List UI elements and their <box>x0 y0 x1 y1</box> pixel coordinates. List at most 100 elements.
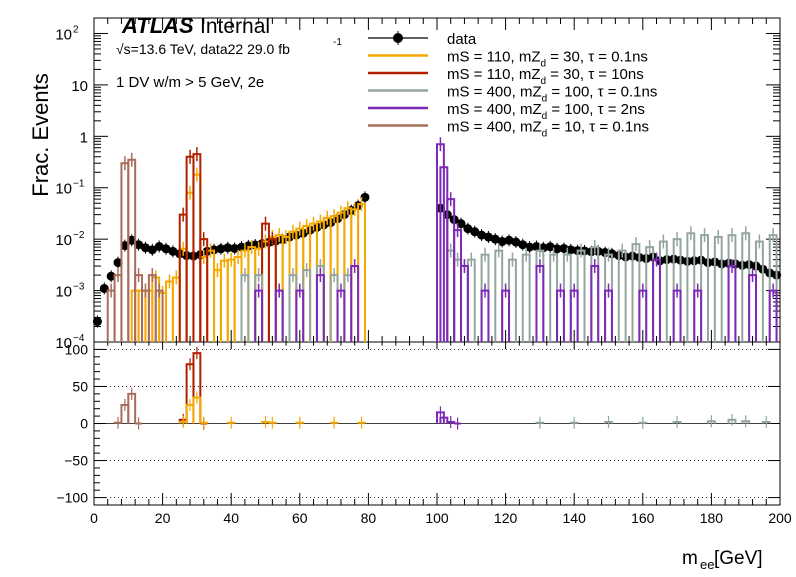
step-bin <box>165 280 174 342</box>
step-bin <box>748 274 757 342</box>
ratio-layer <box>113 347 771 430</box>
legend-label: mS = 400, mZd = 100, τ = 0.1ns <box>447 84 657 105</box>
y-tick-exponent: −1 <box>73 179 85 190</box>
y-tick-exponent: 2 <box>73 24 79 35</box>
step-bin <box>652 258 661 342</box>
step-bin <box>178 247 188 342</box>
step-bin <box>480 289 490 342</box>
step-bin <box>261 240 270 342</box>
step-bin <box>322 216 332 342</box>
data-point <box>531 241 541 251</box>
step-bin <box>453 258 463 342</box>
data-point <box>470 227 480 237</box>
step-bin <box>233 255 243 342</box>
y-tick-label: 10 −4 <box>55 333 85 352</box>
ratio-tick-label: −100 <box>56 490 88 506</box>
data-point <box>463 224 473 234</box>
step-bin <box>199 255 209 342</box>
step-bin <box>213 269 222 342</box>
y-tick-base: 10 <box>55 181 72 198</box>
step-bin <box>350 208 360 342</box>
step-bin <box>336 289 346 342</box>
step-bin <box>617 249 627 342</box>
data-point <box>161 244 171 254</box>
x-label-main: m <box>682 548 698 569</box>
y-tick-label: 1 <box>80 129 88 146</box>
step-bin <box>219 259 229 342</box>
step-bin <box>466 258 476 342</box>
step-bin <box>267 238 277 342</box>
y-tick-exponent: −3 <box>73 282 85 293</box>
x-tick-label: 0 <box>90 510 98 526</box>
step-bin <box>741 232 751 342</box>
data-point <box>360 192 370 202</box>
x-axis-label: m ee [GeV] <box>682 548 763 572</box>
legend-label: mS = 400, mZd = 100, τ = 2ns <box>447 101 645 122</box>
data-point <box>243 241 253 251</box>
step-bin <box>343 274 353 342</box>
step-bin <box>120 162 130 342</box>
step-bin <box>240 274 250 342</box>
ratio-tick-label: −50 <box>64 453 88 469</box>
step-bin <box>185 155 195 342</box>
step-bin <box>247 246 257 342</box>
data-point <box>545 242 555 252</box>
step-bin <box>693 289 703 342</box>
data-point <box>154 241 164 251</box>
step-bin <box>281 236 291 342</box>
x-tick-label: 60 <box>292 510 308 526</box>
y-tick-base: 10 <box>71 78 88 95</box>
step-bin <box>106 289 116 342</box>
step-bin <box>267 236 277 342</box>
y-tick-label: 10 −2 <box>55 230 85 249</box>
label-layer: Frac. Events ATLAS Internal √s=13.6 TeV,… <box>28 13 763 572</box>
y-axis-label: Frac. Events <box>28 73 53 196</box>
step-bin <box>672 289 682 342</box>
step-bin <box>576 249 586 342</box>
x-tick-label: 140 <box>563 510 587 526</box>
step-bin <box>315 274 325 342</box>
legend-label: mS = 110, mZd = 30, τ = 10ns <box>447 66 644 87</box>
ratio-tick-label: 50 <box>72 378 88 394</box>
step-bin <box>508 258 517 342</box>
data-point <box>504 235 514 245</box>
step-bin <box>171 276 181 342</box>
data-point <box>497 237 507 247</box>
step-bin <box>329 274 339 342</box>
y-tick-base: 10 <box>55 335 72 352</box>
y-tick-base: 1 <box>80 129 88 146</box>
series-4 <box>254 137 778 342</box>
step-bin <box>535 265 545 342</box>
ratio-bin <box>192 352 202 424</box>
step-bin <box>453 229 463 342</box>
data-point <box>134 240 144 250</box>
step-bin <box>713 236 723 342</box>
data-point <box>511 237 521 247</box>
data-point <box>127 235 137 245</box>
ratio-series-4 <box>535 413 771 429</box>
step-bin <box>460 265 469 342</box>
legend-label: data <box>447 31 477 48</box>
y-tick-label: 10 −1 <box>55 179 85 198</box>
x-label-sub: ee <box>700 557 714 572</box>
atlas-status: Internal <box>200 15 270 38</box>
data-point <box>120 241 130 251</box>
step-bin <box>562 253 572 342</box>
step-bin <box>460 265 469 342</box>
step-bin <box>302 225 312 342</box>
ratio-tick-label: 0 <box>80 416 88 432</box>
legend-entry: mS = 400, mZd = 100, τ = 2ns <box>368 101 645 122</box>
y-tick-exponent: −4 <box>73 333 85 344</box>
data-point <box>216 244 226 254</box>
step-bin <box>686 232 696 342</box>
legend-label: mS = 110, mZd = 30, τ = 0.1ns <box>447 49 648 70</box>
data-point <box>490 234 500 244</box>
x-label-unit: [GeV] <box>714 548 763 569</box>
data-point <box>140 243 150 253</box>
data-point <box>483 232 493 242</box>
series-5 <box>106 152 164 342</box>
atlas-label: ATLAS <box>121 13 194 38</box>
ratio-tick-label: 100 <box>65 341 89 357</box>
